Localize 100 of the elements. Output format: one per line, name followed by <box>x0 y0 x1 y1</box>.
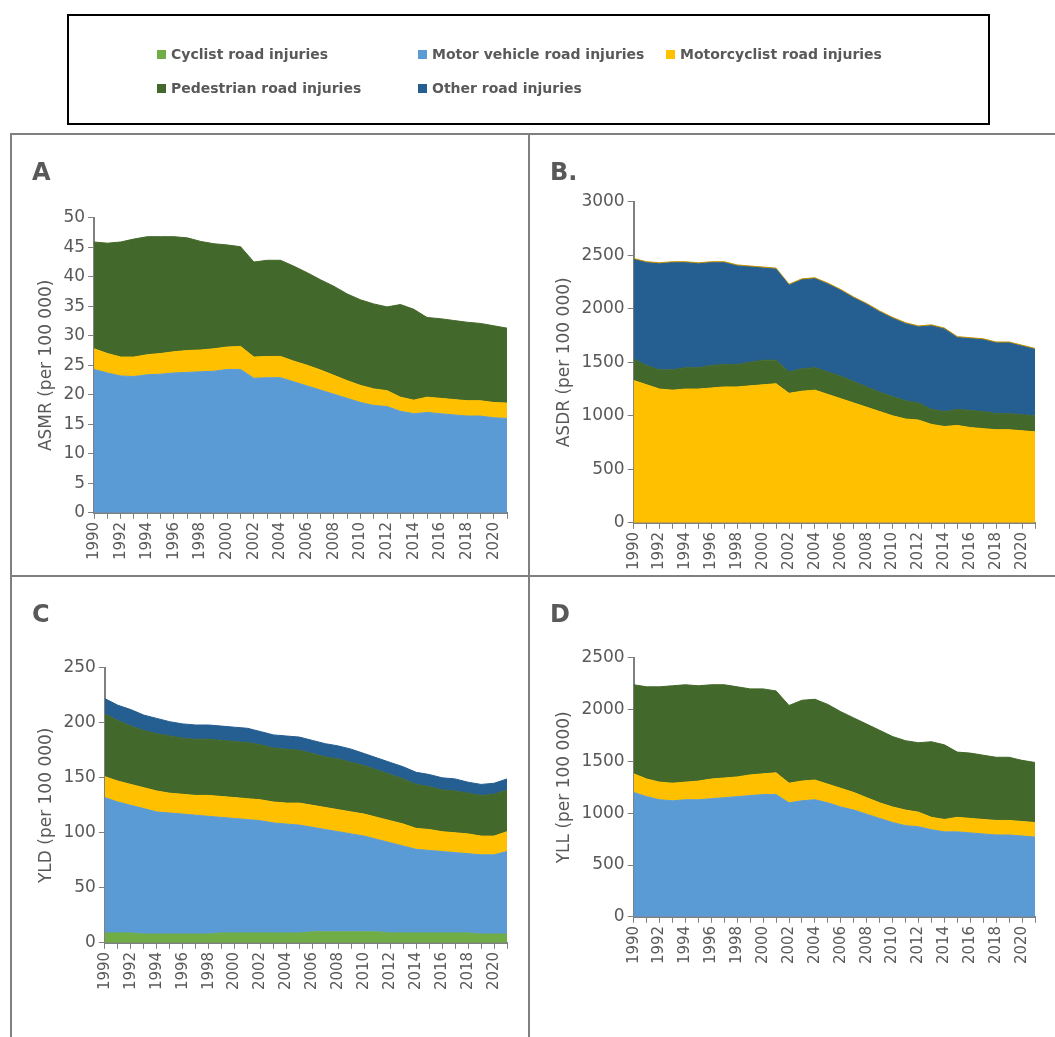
legend-label: Motor vehicle road injuries <box>432 46 645 62</box>
x-tick-label: 2020 <box>1011 925 1030 965</box>
x-tick-label: 2014 <box>403 521 422 561</box>
x-tick-label: 1996 <box>701 531 720 571</box>
x-tick-label: 2000 <box>224 951 243 991</box>
y-tick-label: 1500 <box>581 749 625 770</box>
y-tick-label: 15 <box>63 412 86 433</box>
x-tick-label: 1994 <box>675 531 694 571</box>
y-tick-label: 2000 <box>581 297 625 318</box>
x-tick-label: 2012 <box>908 925 927 965</box>
y-tick-label: 250 <box>63 656 96 677</box>
y-tick-label: 1500 <box>581 350 625 371</box>
x-tick-label: 2020 <box>483 951 502 991</box>
y-tick-label: 10 <box>63 442 86 463</box>
x-tick-label: 2008 <box>856 531 875 571</box>
x-tick-label: 1998 <box>198 951 217 991</box>
x-tick-label: 2008 <box>323 521 342 561</box>
x-tick-label: 2004 <box>804 925 823 965</box>
y-tick-label: 50 <box>74 876 96 897</box>
x-tick-label: 2016 <box>960 925 979 965</box>
y-axis-title: ASDR (per 100 000) <box>552 277 573 448</box>
x-tick-label: 2002 <box>243 521 262 561</box>
x-tick-label: 2016 <box>960 531 979 571</box>
chart-title: B. <box>550 157 578 186</box>
x-tick-label: 1992 <box>120 951 139 991</box>
y-tick-label: 500 <box>592 853 625 874</box>
x-tick-label: 2020 <box>483 521 502 561</box>
x-tick-label: 2020 <box>1011 531 1030 571</box>
x-tick-label: 2004 <box>270 521 289 561</box>
x-tick-label: 2012 <box>380 951 399 991</box>
x-tick-label: 1998 <box>727 925 746 965</box>
chart-title: A <box>32 157 51 186</box>
y-tick-label: 20 <box>63 383 86 404</box>
y-tick-label: 30 <box>63 324 86 345</box>
y-tick-label: 50 <box>63 206 86 227</box>
x-tick-label: 2012 <box>908 531 927 571</box>
x-tick-label: 1996 <box>701 925 720 965</box>
x-tick-label: 2006 <box>830 925 849 965</box>
x-tick-label: 1992 <box>649 925 668 965</box>
x-tick-label: 2000 <box>753 925 772 965</box>
y-tick-label: 0 <box>85 931 96 952</box>
y-tick-label: 0 <box>74 501 86 522</box>
y-tick-label: 0 <box>613 511 625 532</box>
x-tick-label: 2012 <box>377 521 395 561</box>
y-tick-label: 2000 <box>581 698 625 719</box>
y-tick-label: 0 <box>613 905 625 926</box>
x-tick-label: 1996 <box>163 521 182 561</box>
y-tick-label: 2500 <box>581 243 625 264</box>
y-tick-label: 100 <box>63 821 96 842</box>
y-tick-label: 1000 <box>581 801 625 822</box>
legend-label: Motorcyclist road injuries <box>680 46 882 62</box>
x-tick-label: 2006 <box>297 521 316 561</box>
x-tick-label: 1990 <box>94 951 113 991</box>
x-tick-label: 2018 <box>986 531 1005 571</box>
y-tick-label: 35 <box>63 294 86 315</box>
x-tick-label: 1994 <box>137 521 156 561</box>
x-tick-label: 1998 <box>190 521 209 561</box>
y-axis-title: ASMR (per 100 000) <box>34 279 55 452</box>
x-tick-label: 2018 <box>457 951 476 991</box>
x-tick-label: 2000 <box>753 531 772 571</box>
y-tick-label: 150 <box>63 766 96 787</box>
y-tick-label: 5 <box>74 471 86 492</box>
x-tick-label: 2016 <box>430 521 449 561</box>
x-tick-label: 1992 <box>649 531 668 571</box>
x-tick-label: 2018 <box>456 521 475 561</box>
x-tick-label: 2010 <box>354 951 373 991</box>
x-tick-label: 1994 <box>146 951 165 991</box>
y-tick-label: 45 <box>63 235 86 256</box>
x-tick-label: 2014 <box>406 951 425 991</box>
x-tick-label: 1998 <box>727 531 746 571</box>
y-tick-label: 25 <box>63 353 86 374</box>
x-tick-label: 1990 <box>623 925 642 965</box>
x-tick-label: 2008 <box>328 951 347 991</box>
y-tick-label: 1000 <box>581 404 625 425</box>
x-tick-label: 2010 <box>350 521 369 561</box>
x-tick-label: 2010 <box>882 925 901 965</box>
legend-label: Pedestrian road injuries <box>171 80 362 96</box>
y-tick-label: 3000 <box>581 190 625 211</box>
x-tick-label: 2018 <box>986 925 1005 965</box>
x-tick-label: 2004 <box>804 531 823 571</box>
x-tick-label: 1994 <box>675 925 694 965</box>
x-tick-label: 2006 <box>830 531 849 571</box>
chart-title: C <box>32 599 50 628</box>
x-tick-label: 2004 <box>276 951 295 991</box>
x-tick-label: 2000 <box>217 521 236 561</box>
x-tick-label: 1996 <box>172 951 191 991</box>
x-tick-label: 2008 <box>856 925 875 965</box>
x-tick-label: 2002 <box>778 925 797 965</box>
x-tick-label: 2014 <box>934 531 953 571</box>
x-tick-label: 2016 <box>432 951 451 991</box>
legend-label: Other road injuries <box>432 80 582 96</box>
x-tick-label: 1992 <box>110 521 129 561</box>
y-tick-label: 200 <box>63 711 96 732</box>
x-tick-label: 2006 <box>302 951 321 991</box>
chart-title: D <box>550 599 570 628</box>
y-axis-title: YLD (per 100 000) <box>34 727 55 885</box>
x-tick-label: 2014 <box>934 925 953 965</box>
x-tick-label: 2002 <box>250 951 269 991</box>
x-tick-label: 1990 <box>623 531 642 571</box>
y-tick-label: 500 <box>592 457 625 478</box>
